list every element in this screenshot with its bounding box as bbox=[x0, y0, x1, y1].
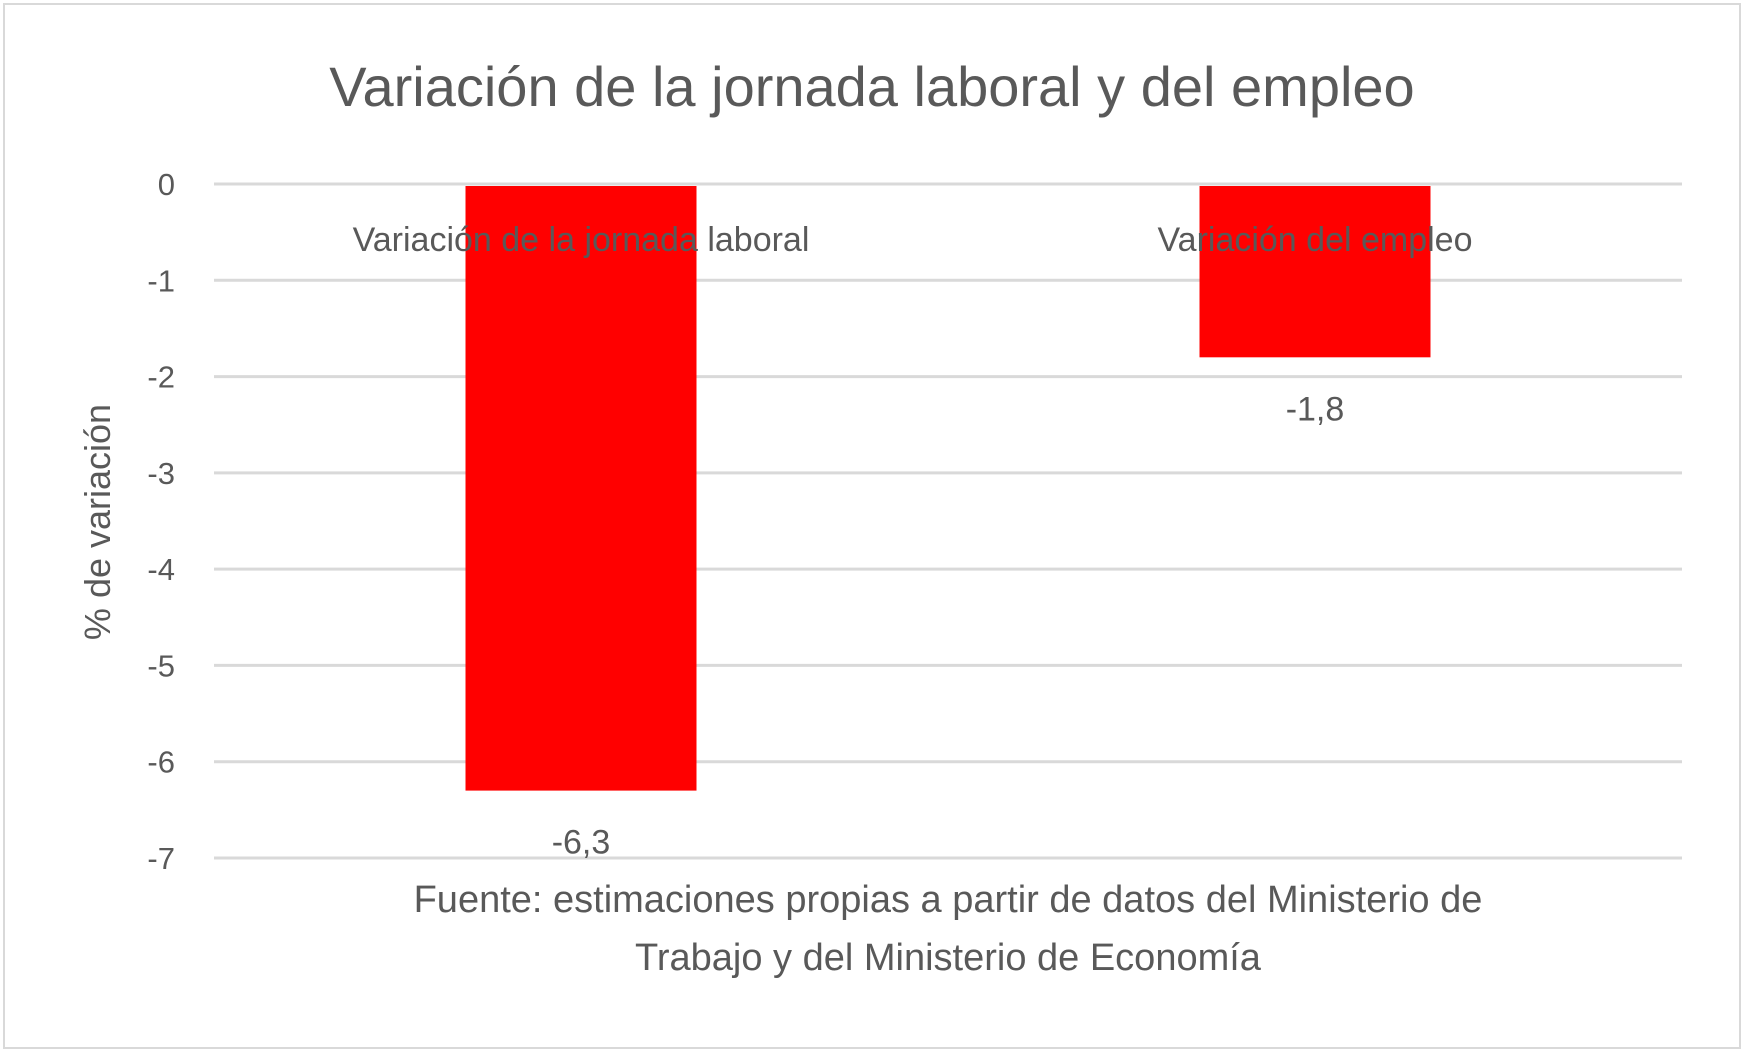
chart-border bbox=[3, 3, 1741, 1049]
y-tick-label: -4 bbox=[147, 552, 175, 587]
category-label: Variación del empleo bbox=[1158, 221, 1473, 259]
source-line-1: Fuente: estimaciones propias a partir de… bbox=[414, 879, 1483, 921]
bar bbox=[1199, 186, 1431, 358]
category-labels: Variación de la jornada laboral Variación… bbox=[353, 221, 1473, 259]
data-labels: -6,3 -1,8 bbox=[552, 390, 1345, 861]
y-tick-label: -2 bbox=[147, 360, 175, 395]
data-label: -1,8 bbox=[1286, 390, 1345, 428]
y-tick-labels: 0 -1 -2 -3 -4 -5 -6 -7 bbox=[147, 167, 175, 876]
bars bbox=[465, 186, 1431, 791]
data-label: -6,3 bbox=[552, 824, 611, 862]
y-axis-label: % de variación bbox=[77, 404, 118, 640]
chart-title: Variación de la jornada laboral y del em… bbox=[329, 55, 1414, 118]
y-tick-label: -6 bbox=[147, 745, 175, 780]
y-tick-label: -3 bbox=[147, 456, 175, 491]
y-tick-label: -1 bbox=[147, 263, 175, 298]
bar bbox=[465, 186, 697, 791]
y-tick-label: -7 bbox=[147, 841, 175, 876]
y-tick-label: 0 bbox=[158, 167, 175, 202]
gridlines bbox=[214, 182, 1682, 860]
y-tick-label: -5 bbox=[147, 648, 175, 683]
category-label: Variación de la jornada laboral bbox=[353, 221, 810, 259]
source-line-2: Trabajo y del Ministerio de Economía bbox=[635, 937, 1262, 979]
